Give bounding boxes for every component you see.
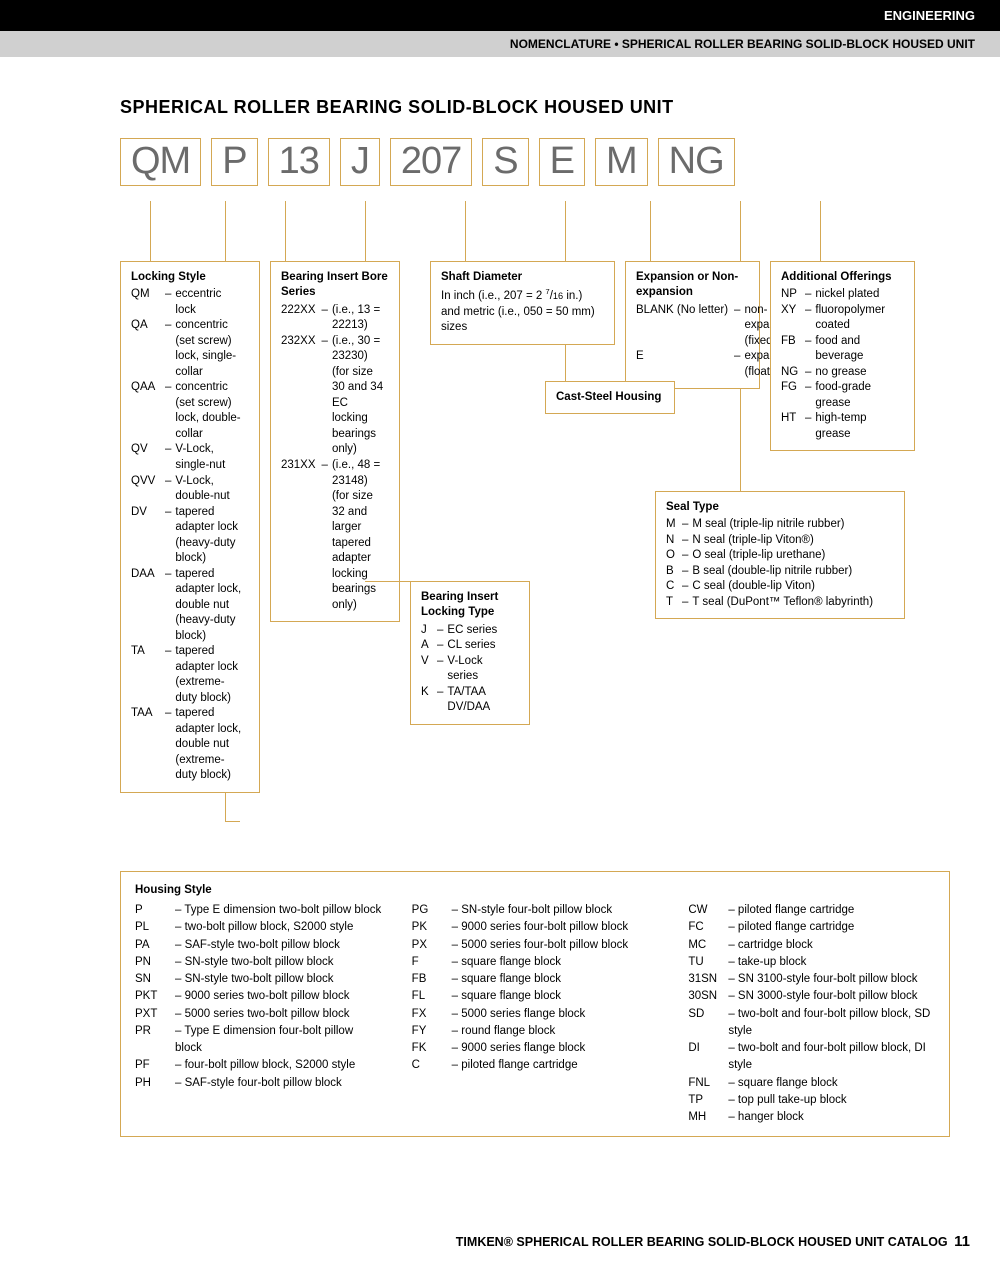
locking-type-box: Bearing Insert Locking TypeJ–EC seriesA–… — [410, 581, 530, 725]
additional-offerings-box: Additional OfferingsNP–nickel platedXY–f… — [770, 261, 915, 452]
expansion-box: Expansion or Non-expansionBLANK (No lett… — [625, 261, 760, 390]
code-segment: M — [595, 138, 648, 186]
page-title: SPHERICAL ROLLER BEARING SOLID-BLOCK HOU… — [120, 97, 950, 118]
header-subtitle: NOMENCLATURE • SPHERICAL ROLLER BEARING … — [0, 31, 1000, 57]
locking-style-box: Locking StyleQM–eccentric lockQA–concent… — [120, 261, 260, 793]
description-area: Locking StyleQM–eccentric lockQA–concent… — [120, 201, 950, 861]
seal-type-box: Seal TypeM–M seal (triple-lip nitrile ru… — [655, 491, 905, 620]
bore-series-box: Bearing Insert Bore Series222XX–(i.e., 1… — [270, 261, 400, 622]
header-category: ENGINEERING — [0, 0, 1000, 31]
housing-style-box: Housing Style P– Type E dimension two-bo… — [120, 871, 950, 1138]
page-footer: TIMKEN® SPHERICAL ROLLER BEARING SOLID-B… — [456, 1233, 970, 1250]
code-segment: 207 — [390, 138, 472, 186]
code-segment: NG — [658, 138, 735, 186]
code-segment: J — [340, 138, 380, 186]
code-segment: E — [539, 138, 585, 186]
cast-steel-box: Cast-Steel Housing — [545, 381, 675, 415]
shaft-diameter-box: Shaft DiameterIn inch (i.e., 207 = 2 7/1… — [430, 261, 615, 345]
code-segment: QM — [120, 138, 201, 186]
code-segment: P — [211, 138, 257, 186]
code-segment: 13 — [268, 138, 330, 186]
nomenclature-code: QMP13J207SEMNG — [120, 138, 950, 186]
code-segment: S — [482, 138, 528, 186]
